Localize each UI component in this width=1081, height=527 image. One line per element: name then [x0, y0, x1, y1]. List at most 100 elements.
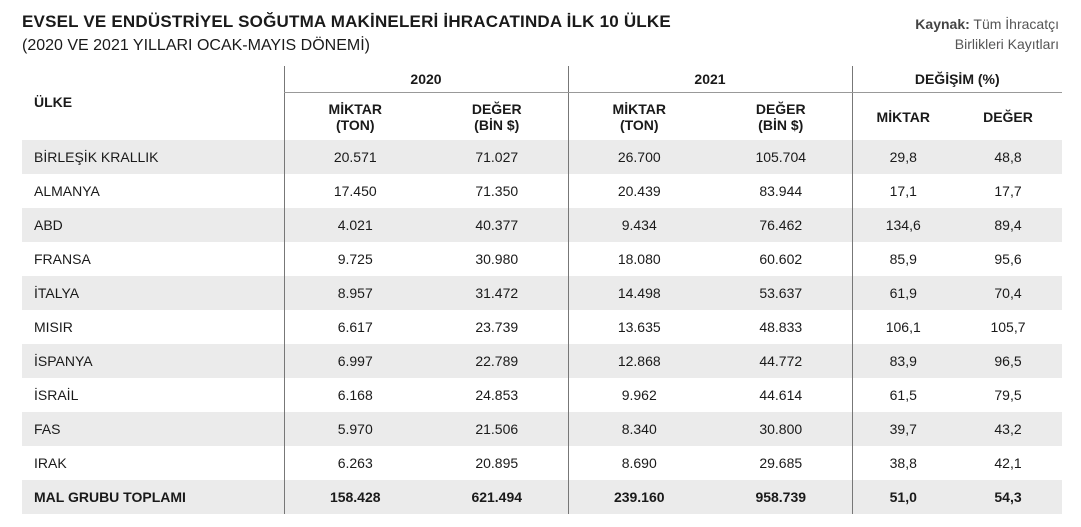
cell-deger-2021: 44.614 [710, 378, 852, 412]
cell-deger-2021: 29.685 [710, 446, 852, 480]
cell-change-miktar: 61,5 [851, 378, 954, 412]
cell-change-deger: 79,5 [954, 378, 1062, 412]
cell-deger-2020: 71.350 [426, 174, 568, 208]
table-row: MISIR 6.617 23.739 13.635 48.833 106,1 1… [22, 310, 1062, 344]
cell-change-miktar: 39,7 [851, 412, 954, 446]
table-row: İSRAİL 6.168 24.853 9.962 44.614 61,5 79… [22, 378, 1062, 412]
page-title: EVSEL VE ENDÜSTRİYEL SOĞUTMA MAKİNELERİ … [22, 12, 671, 31]
column-group-2020: 2020 [283, 66, 568, 93]
cell-miktar-2020: 4.021 [283, 208, 426, 242]
cell-change-miktar: 51,0 [851, 480, 954, 514]
cell-change-miktar: 17,1 [851, 174, 954, 208]
cell-country: İTALYA [22, 276, 284, 310]
column-header-change-miktar: MİKTAR [851, 92, 954, 140]
cell-change-deger: 70,4 [954, 276, 1062, 310]
cell-deger-2020: 40.377 [426, 208, 568, 242]
source-text-line2: Birlikleri Kayıtları [954, 36, 1059, 52]
cell-miktar-2021: 239.160 [567, 480, 710, 514]
cell-country: İSRAİL [22, 378, 284, 412]
cell-deger-2021: 76.462 [710, 208, 852, 242]
table-row: ALMANYA 17.450 71.350 20.439 83.944 17,1… [22, 174, 1062, 208]
cell-change-miktar: 134,6 [851, 208, 954, 242]
cell-miktar-2021: 8.690 [567, 446, 710, 480]
cell-country: ABD [22, 208, 284, 242]
cell-change-miktar: 29,8 [851, 140, 954, 174]
table-row: İTALYA 8.957 31.472 14.498 53.637 61,9 7… [22, 276, 1062, 310]
cell-change-miktar: 85,9 [851, 242, 954, 276]
cell-miktar-2020: 5.970 [283, 412, 426, 446]
cell-deger-2021: 44.772 [710, 344, 852, 378]
cell-country: İSPANYA [22, 344, 284, 378]
cell-miktar-2021: 8.340 [567, 412, 710, 446]
cell-deger-2020: 30.980 [426, 242, 568, 276]
cell-country: FRANSA [22, 242, 284, 276]
cell-change-miktar: 106,1 [851, 310, 954, 344]
table-row: FRANSA 9.725 30.980 18.080 60.602 85,9 9… [22, 242, 1062, 276]
cell-deger-2020: 621.494 [426, 480, 568, 514]
column-header-deger-2020: DEĞER (BİN $) [471, 100, 522, 133]
cell-miktar-2021: 20.439 [567, 174, 710, 208]
cell-country: MISIR [22, 310, 284, 344]
cell-change-deger: 96,5 [954, 344, 1062, 378]
cell-deger-2020: 22.789 [426, 344, 568, 378]
cell-miktar-2021: 12.868 [567, 344, 710, 378]
cell-country: FAS [22, 412, 284, 446]
cell-deger-2021: 53.637 [710, 276, 852, 310]
column-header-change-deger: DEĞER [983, 108, 1033, 125]
cell-change-miktar: 83,9 [851, 344, 954, 378]
cell-change-deger: 54,3 [954, 480, 1062, 514]
cell-deger-2021: 60.602 [710, 242, 852, 276]
source-note: Kaynak: Tüm İhracatçı Birlikleri Kayıtla… [859, 14, 1059, 54]
cell-miktar-2020: 6.263 [283, 446, 426, 480]
cell-change-miktar: 38,8 [851, 446, 954, 480]
cell-miktar-2020: 158.428 [283, 480, 426, 514]
cell-miktar-2021: 13.635 [567, 310, 710, 344]
cell-deger-2021: 48.833 [710, 310, 852, 344]
cell-miktar-2021: 18.080 [567, 242, 710, 276]
cell-miktar-2020: 8.957 [283, 276, 426, 310]
cell-change-deger: 17,7 [954, 174, 1062, 208]
cell-deger-2020: 71.027 [426, 140, 568, 174]
table-row: IRAK 6.263 20.895 8.690 29.685 38,8 42,1 [22, 446, 1062, 480]
cell-miktar-2020: 6.168 [283, 378, 426, 412]
cell-miktar-2020: 17.450 [283, 174, 426, 208]
table-row: FAS 5.970 21.506 8.340 30.800 39,7 43,2 [22, 412, 1062, 446]
column-header-deger-2021: DEĞER (BİN $) [755, 100, 806, 133]
cell-country: IRAK [22, 446, 284, 480]
cell-deger-2021: 83.944 [710, 174, 852, 208]
cell-deger-2021: 958.739 [710, 480, 852, 514]
table-row: ABD 4.021 40.377 9.434 76.462 134,6 89,4 [22, 208, 1062, 242]
cell-change-deger: 42,1 [954, 446, 1062, 480]
cell-miktar-2021: 14.498 [567, 276, 710, 310]
cell-change-deger: 89,4 [954, 208, 1062, 242]
cell-change-deger: 48,8 [954, 140, 1062, 174]
cell-deger-2020: 31.472 [426, 276, 568, 310]
column-group-2021: 2021 [567, 66, 852, 93]
cell-miktar-2021: 9.962 [567, 378, 710, 412]
column-header-miktar-2021: MİKTAR (TON) [567, 92, 710, 140]
column-group-change: DEĞİŞİM (%) [851, 66, 1062, 93]
cell-deger-2020: 20.895 [426, 446, 568, 480]
cell-deger-2020: 24.853 [426, 378, 568, 412]
cell-miktar-2020: 20.571 [283, 140, 426, 174]
page-subtitle: (2020 VE 2021 YILLARI OCAK-MAYIS DÖNEMİ) [22, 37, 370, 54]
cell-deger-2020: 21.506 [426, 412, 568, 446]
source-text-line1: Tüm İhracatçı [973, 16, 1059, 32]
table-row: BİRLEŞİK KRALLIK 20.571 71.027 26.700 10… [22, 140, 1062, 174]
cell-miktar-2020: 6.617 [283, 310, 426, 344]
export-table: ÜLKE 2020 2021 DEĞİŞİM (%) MİKTAR (TON) D… [22, 66, 1062, 514]
cell-deger-2021: 105.704 [710, 140, 852, 174]
table-row: İSPANYA 6.997 22.789 12.868 44.772 83,9 … [22, 344, 1062, 378]
cell-miktar-2021: 26.700 [567, 140, 710, 174]
source-label: Kaynak: [915, 16, 970, 32]
cell-change-deger: 43,2 [954, 412, 1062, 446]
cell-change-deger: 105,7 [954, 310, 1062, 344]
cell-country: ALMANYA [22, 174, 284, 208]
cell-miktar-2021: 9.434 [567, 208, 710, 242]
cell-country: BİRLEŞİK KRALLIK [22, 140, 284, 174]
column-header-miktar-2020: MİKTAR (TON) [283, 92, 426, 140]
cell-deger-2020: 23.739 [426, 310, 568, 344]
cell-change-deger: 95,6 [954, 242, 1062, 276]
column-header-country: ÜLKE [34, 94, 73, 110]
cell-country: MAL GRUBU TOPLAMI [22, 480, 284, 514]
